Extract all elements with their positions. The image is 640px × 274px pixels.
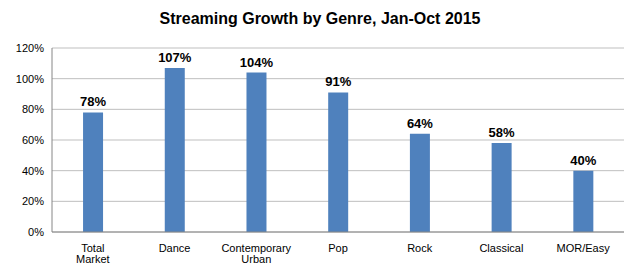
svg-text:91%: 91% [325,74,351,89]
svg-text:MOR/Easy: MOR/Easy [557,242,611,254]
svg-text:20%: 20% [22,195,44,207]
svg-text:Dance: Dance [159,242,191,254]
svg-text:120%: 120% [16,42,44,54]
svg-text:TotalMarket: TotalMarket [76,242,110,265]
svg-text:40%: 40% [570,153,596,168]
svg-text:104%: 104% [240,55,274,70]
svg-text:Pop: Pop [328,242,348,254]
svg-text:107%: 107% [158,50,192,65]
svg-text:0%: 0% [28,226,44,238]
html-text:Streaming Growth by Genre, Jan: Streaming Growth by Genre, Jan-Oct 2015 [159,10,481,27]
svg-text:58%: 58% [489,125,515,140]
svg-text:Classical: Classical [479,242,523,254]
svg-text:78%: 78% [80,94,106,109]
svg-text:80%: 80% [22,103,44,115]
svg-text:60%: 60% [22,134,44,146]
svg-text:ContemporaryUrban: ContemporaryUrban [221,242,291,265]
svg-text:64%: 64% [407,116,433,131]
svg-text:100%: 100% [16,73,44,85]
svg-text:Rock: Rock [407,242,433,254]
svg-text:40%: 40% [22,165,44,177]
